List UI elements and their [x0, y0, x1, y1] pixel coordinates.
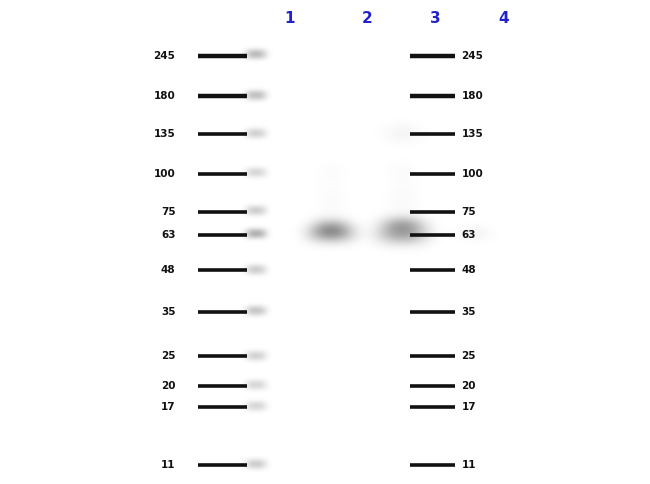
Text: 245: 245: [462, 51, 484, 60]
Text: 245: 245: [153, 51, 176, 60]
Text: 25: 25: [462, 351, 476, 362]
Text: 11: 11: [161, 460, 176, 469]
Text: 48: 48: [462, 266, 476, 275]
Text: 2: 2: [362, 11, 372, 26]
Text: 100: 100: [462, 169, 483, 179]
Text: 180: 180: [462, 91, 483, 101]
Text: 63: 63: [161, 229, 176, 240]
Text: 4: 4: [499, 11, 509, 26]
Text: 1: 1: [284, 11, 294, 26]
Text: 20: 20: [161, 381, 176, 391]
Text: 17: 17: [462, 402, 476, 412]
Text: 17: 17: [161, 402, 176, 412]
Text: 35: 35: [462, 307, 476, 317]
Text: 20: 20: [462, 381, 476, 391]
Text: 75: 75: [161, 207, 176, 217]
Text: 25: 25: [161, 351, 176, 362]
Text: 48: 48: [161, 266, 176, 275]
Text: 63: 63: [462, 229, 476, 240]
Text: 35: 35: [161, 307, 176, 317]
Text: 11: 11: [462, 460, 476, 469]
Text: 100: 100: [154, 169, 176, 179]
Text: 3: 3: [430, 11, 441, 26]
Text: 75: 75: [462, 207, 476, 217]
Text: 135: 135: [154, 129, 176, 139]
Text: 135: 135: [462, 129, 483, 139]
Text: 180: 180: [154, 91, 176, 101]
